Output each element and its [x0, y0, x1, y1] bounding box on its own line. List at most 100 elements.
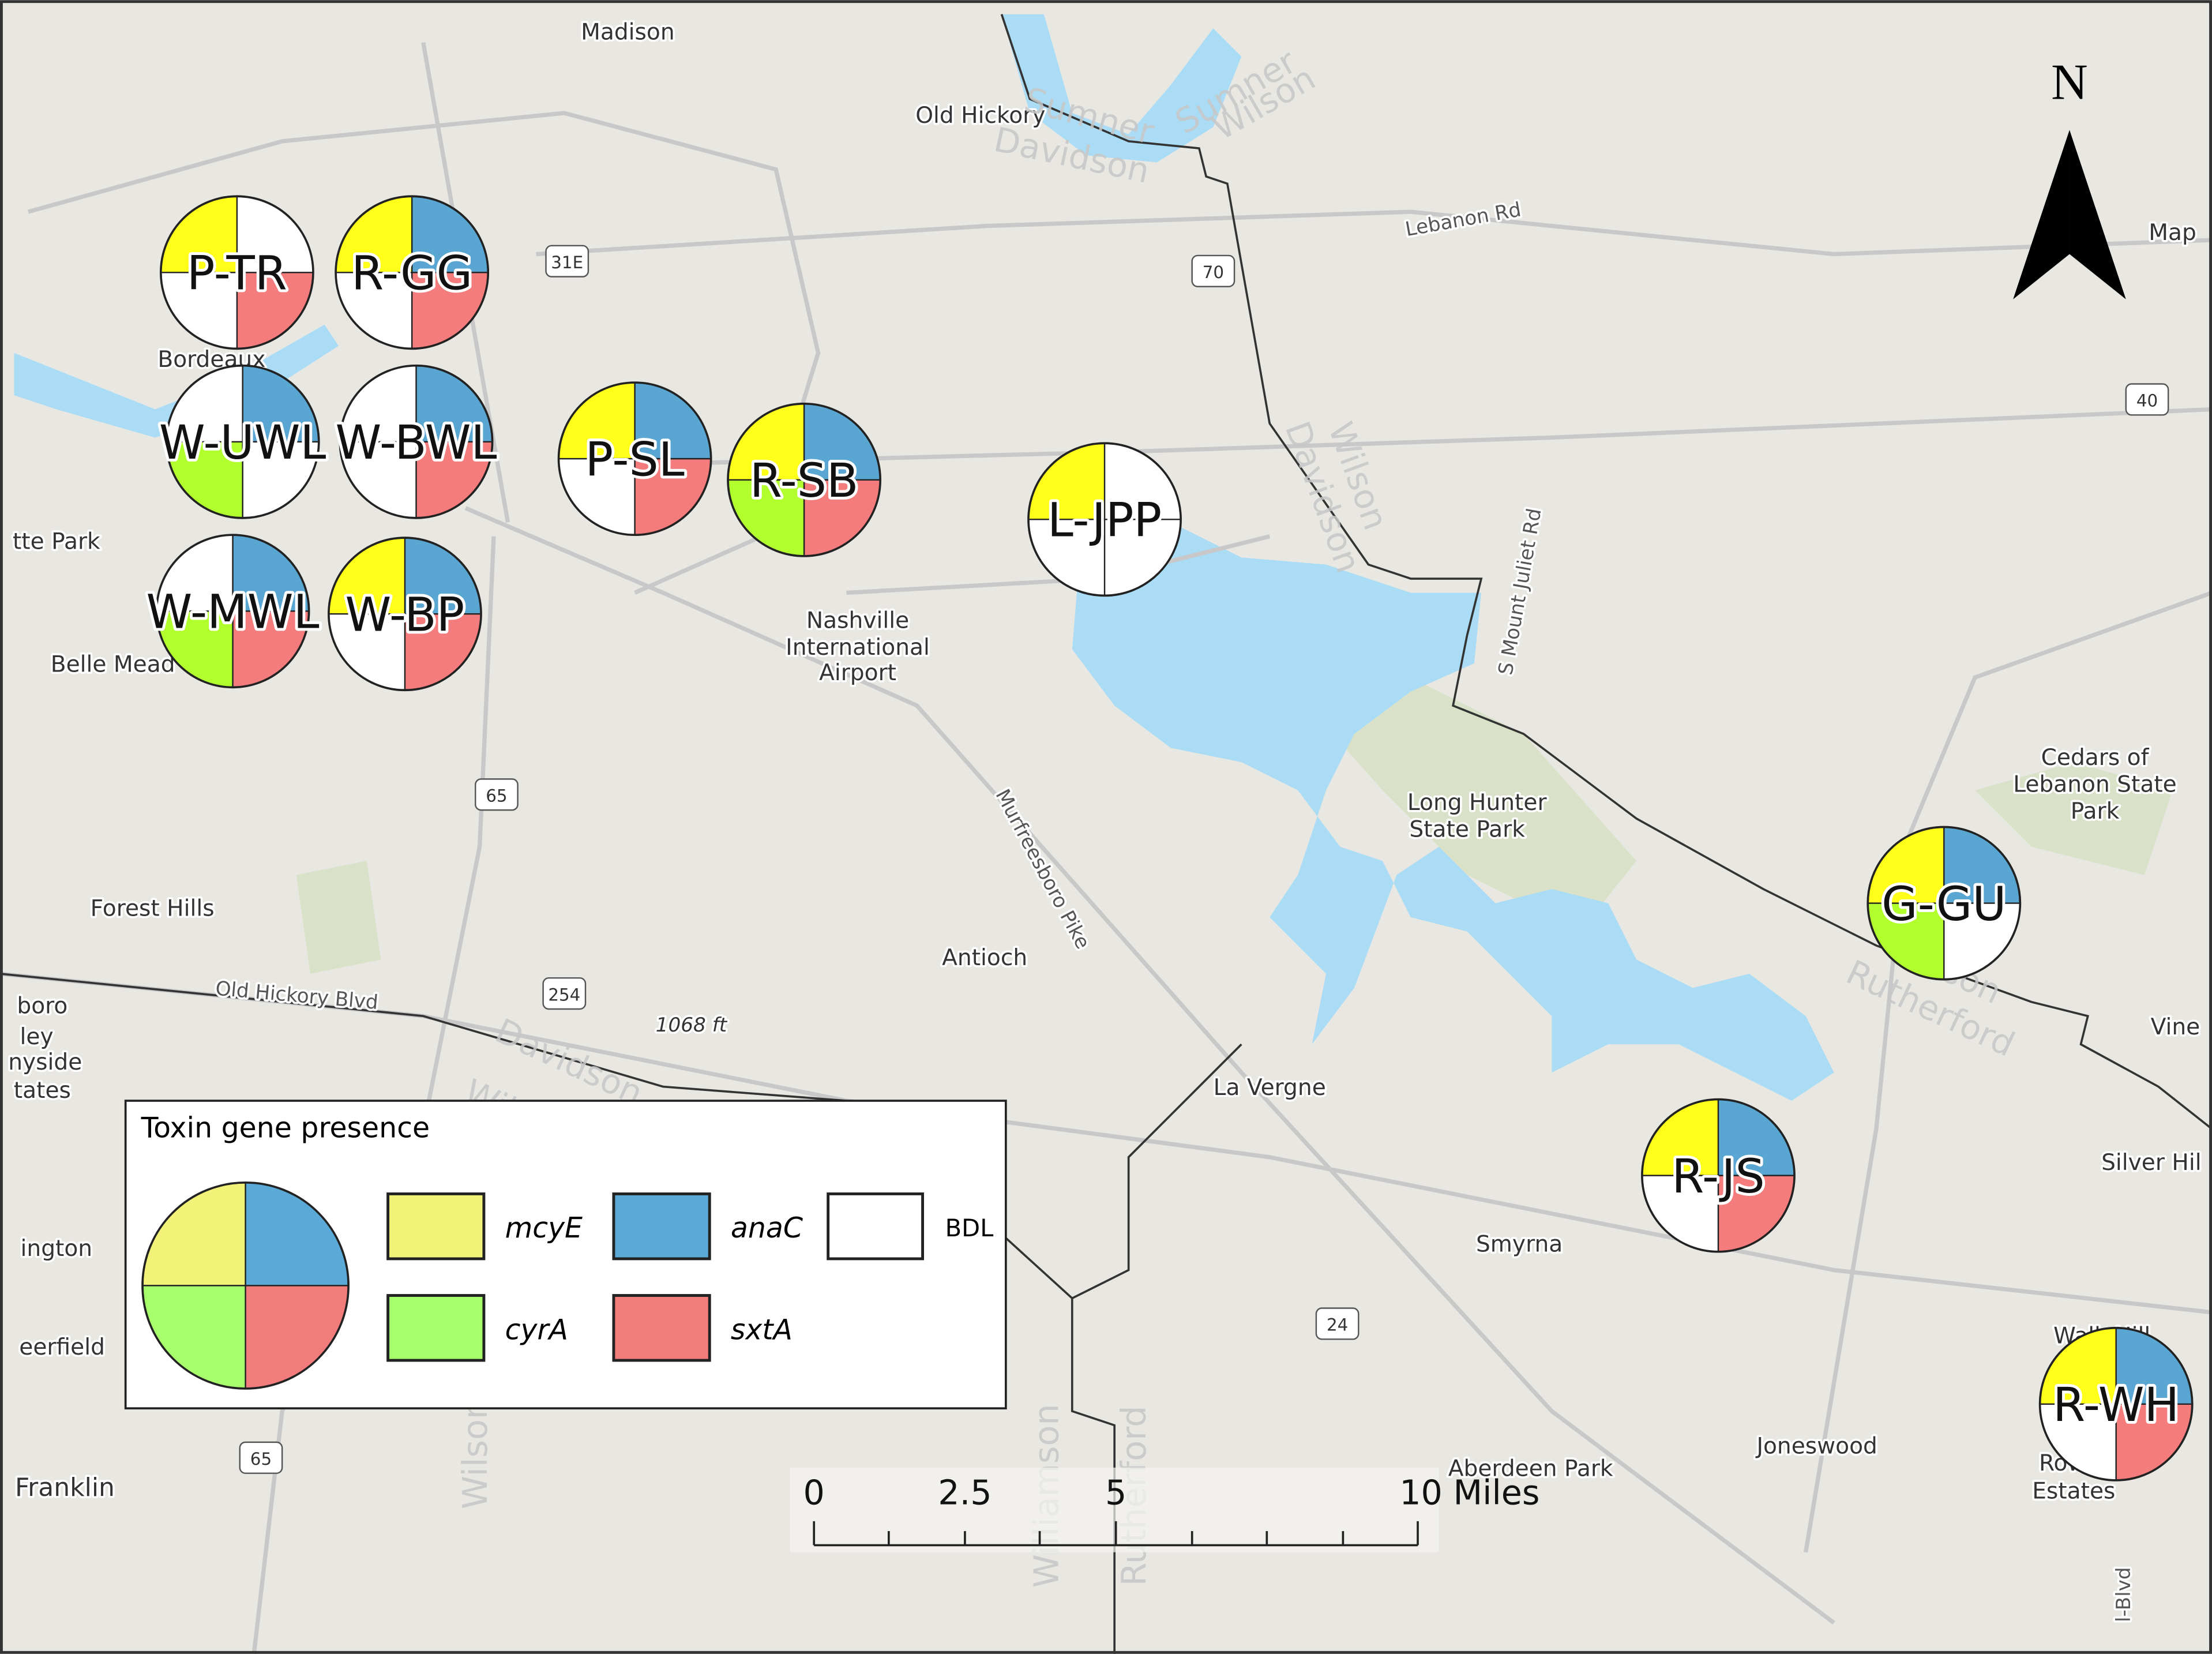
- pie-quadrant: [142, 1182, 246, 1286]
- north-arrow: N: [2013, 54, 2126, 299]
- site-marker: W-MWL: [144, 534, 322, 689]
- pie-quadrant: [236, 272, 313, 349]
- route-shield-label: 31E: [551, 253, 583, 272]
- place-label: Madison: [581, 20, 675, 46]
- legend-swatch: [827, 1192, 924, 1261]
- pie-quadrant: [245, 1285, 349, 1389]
- route-shield: [475, 778, 519, 811]
- place-label: 1068 ft: [656, 1014, 728, 1037]
- route-shield: [2125, 383, 2169, 416]
- legend-label: BDL: [945, 1214, 994, 1242]
- site-label: L-JPP: [1047, 494, 1162, 548]
- site-marker: P-SL: [557, 381, 712, 537]
- site-label: W-MWL: [147, 586, 320, 640]
- place-label: Nashville: [806, 608, 909, 634]
- pie-quadrant: [336, 196, 412, 273]
- pie-quadrant: [245, 1182, 349, 1286]
- pie-quadrant: [232, 535, 309, 612]
- site-marker: R-WH: [2038, 1326, 2194, 1482]
- route-shield-label: 254: [548, 985, 580, 1004]
- pie-quadrant: [1718, 1099, 1795, 1176]
- pie-quadrant: [634, 382, 711, 459]
- pie-quadrant: [236, 196, 313, 273]
- county-label: Wilson: [456, 1398, 495, 1509]
- place-label: tte Park: [13, 529, 100, 555]
- place-label: nyside: [8, 1049, 82, 1075]
- pie-outline: [1867, 826, 2022, 981]
- pie-outline: [155, 534, 310, 689]
- site-marker: R-GG: [335, 195, 490, 350]
- place-label: ington: [21, 1236, 93, 1262]
- parks: [296, 663, 2173, 974]
- place-label: boro: [17, 993, 67, 1019]
- legend-swatch: [612, 1294, 711, 1362]
- route-shield-label: 40: [2136, 391, 2158, 411]
- pie-quadrant: [416, 441, 493, 518]
- place-label: Joneswood: [1755, 1433, 1877, 1459]
- route-shield-label: 65: [486, 786, 507, 805]
- pie-quadrant: [804, 479, 881, 556]
- route-shield: [239, 1441, 283, 1474]
- pie-quadrant: [728, 479, 805, 556]
- pie-quadrant: [242, 441, 319, 518]
- place-label: Smyrna: [1476, 1232, 1563, 1258]
- place-label: Estates: [2032, 1479, 2115, 1505]
- pie-quadrant: [156, 535, 233, 612]
- pie-outline: [141, 1182, 350, 1390]
- site-marker: W-BP: [328, 537, 482, 692]
- site-marker: P-TR: [159, 195, 314, 350]
- site-marker: G-GU: [1867, 826, 2022, 981]
- route-shield: [1315, 1307, 1360, 1340]
- site-label: G-GU: [1881, 877, 2006, 932]
- pie-quadrant: [558, 382, 635, 459]
- site-label: R-SB: [750, 454, 859, 508]
- pie-quadrant: [634, 459, 711, 535]
- place-label: International: [786, 635, 930, 661]
- pie-quadrant: [166, 365, 243, 442]
- road-label: l-Blvd: [2112, 1567, 2135, 1622]
- site-marker: R-SB: [727, 402, 882, 557]
- scale-bar: [790, 1467, 1439, 1552]
- pie-quadrant: [242, 365, 319, 442]
- site-marker: R-JS: [1641, 1098, 1796, 1253]
- place-label: eerfield: [19, 1334, 105, 1360]
- pie-outline: [339, 364, 494, 519]
- place-label: Airport: [819, 660, 896, 686]
- pie-quadrant: [1028, 443, 1105, 520]
- pie-quadrant: [1642, 1099, 1718, 1176]
- scale-label: 0: [803, 1473, 825, 1512]
- site-label: R-WH: [2053, 1378, 2179, 1432]
- site-label: W-BWL: [335, 416, 497, 470]
- pie-quadrant: [1718, 1175, 1795, 1252]
- place-label: Forest Hills: [91, 896, 215, 922]
- route-shield-label: 70: [1203, 262, 1224, 282]
- pie-quadrant: [404, 614, 482, 691]
- pie-quadrant: [412, 272, 489, 349]
- pie-quadrant: [1868, 903, 1944, 980]
- legend-swatch: [612, 1192, 711, 1261]
- pie-quadrant: [160, 196, 237, 273]
- pie-quadrant: [340, 441, 416, 518]
- pie-quadrant: [156, 611, 233, 688]
- pie-quadrant: [2040, 1327, 2116, 1404]
- pie-outline: [159, 195, 314, 350]
- pie-outline: [335, 195, 490, 350]
- legend-label: mcyE: [505, 1212, 583, 1244]
- site-label: W-UWL: [159, 416, 326, 470]
- place-label: Vine: [2151, 1014, 2200, 1040]
- pie-quadrant: [1944, 903, 2021, 980]
- site-label: P-SL: [585, 433, 684, 487]
- place-label: Aberdeen Park: [1448, 1456, 1613, 1482]
- legend-swatch: [386, 1192, 486, 1261]
- pie-quadrant: [1105, 519, 1181, 596]
- site-label: R-GG: [351, 247, 472, 301]
- route-shield: [542, 977, 587, 1010]
- site-marker: L-JPP: [1027, 442, 1182, 597]
- pie-quadrant: [2116, 1327, 2192, 1404]
- legend-label: sxtA: [731, 1313, 793, 1346]
- pie-quadrant: [416, 365, 493, 442]
- scale-label: 5: [1105, 1473, 1126, 1512]
- place-label: Lebanon State: [2013, 771, 2177, 797]
- legend-label: anaC: [731, 1212, 803, 1244]
